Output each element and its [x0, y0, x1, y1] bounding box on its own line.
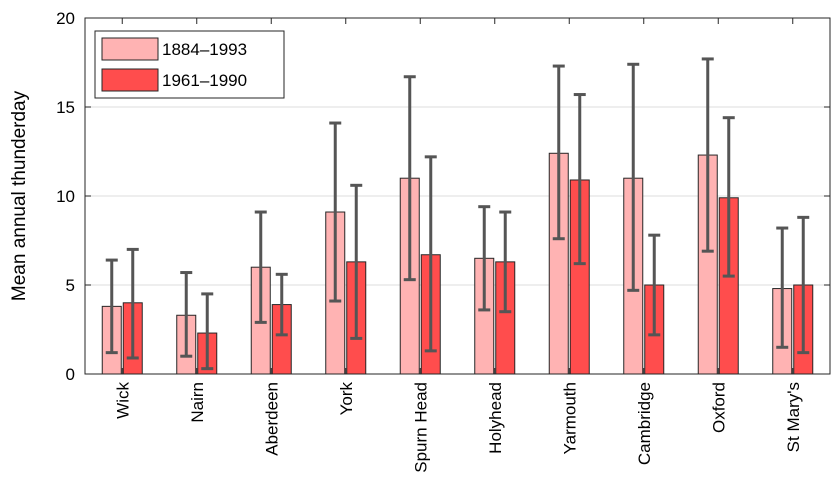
x-tick-label-nairn: Nairn [188, 382, 207, 423]
x-tick-label-holyhead: Holyhead [486, 382, 505, 454]
legend-swatch-1884-1993 [101, 37, 159, 61]
x-tick-label-spurn-head: Spurn Head [411, 382, 430, 473]
x-tick-label-st-mary-s: St Mary's [784, 382, 803, 452]
y-tick-label-15: 15 [56, 98, 75, 117]
gridlines [85, 106, 830, 286]
x-axis-ticks: Wick Nairn Aberdeen York Spurn Head Holyhead Y… [113, 18, 803, 473]
y-axis-ticks: 0 5 10 15 20 [56, 9, 830, 384]
x-tick-label-yarmouth: Yarmouth [560, 382, 579, 454]
y-tick-label-10: 10 [56, 187, 75, 206]
y-axis-label: Mean annual thunderday [9, 90, 30, 301]
legend-label-1961-1990: 1961–1990 [162, 71, 247, 90]
x-tick-label-york: York [337, 382, 356, 416]
legend-label-1884-1993: 1884–1993 [162, 40, 247, 59]
bars [101, 152, 814, 375]
x-tick-label-cambridge: Cambridge [635, 382, 654, 465]
y-tick-label-20: 20 [56, 9, 75, 28]
x-tick-label-wick: Wick [113, 382, 132, 419]
error-bars [105, 57, 810, 371]
x-tick-label-oxford: Oxford [709, 382, 728, 433]
y-tick-label-0: 0 [66, 365, 75, 384]
x-tick-label-aberdeen: Aberdeen [262, 382, 281, 456]
y-tick-label-5: 5 [66, 276, 75, 295]
legend: 1884–1993 1961–1990 [94, 30, 285, 99]
legend-swatch-1961-1990 [101, 68, 159, 92]
